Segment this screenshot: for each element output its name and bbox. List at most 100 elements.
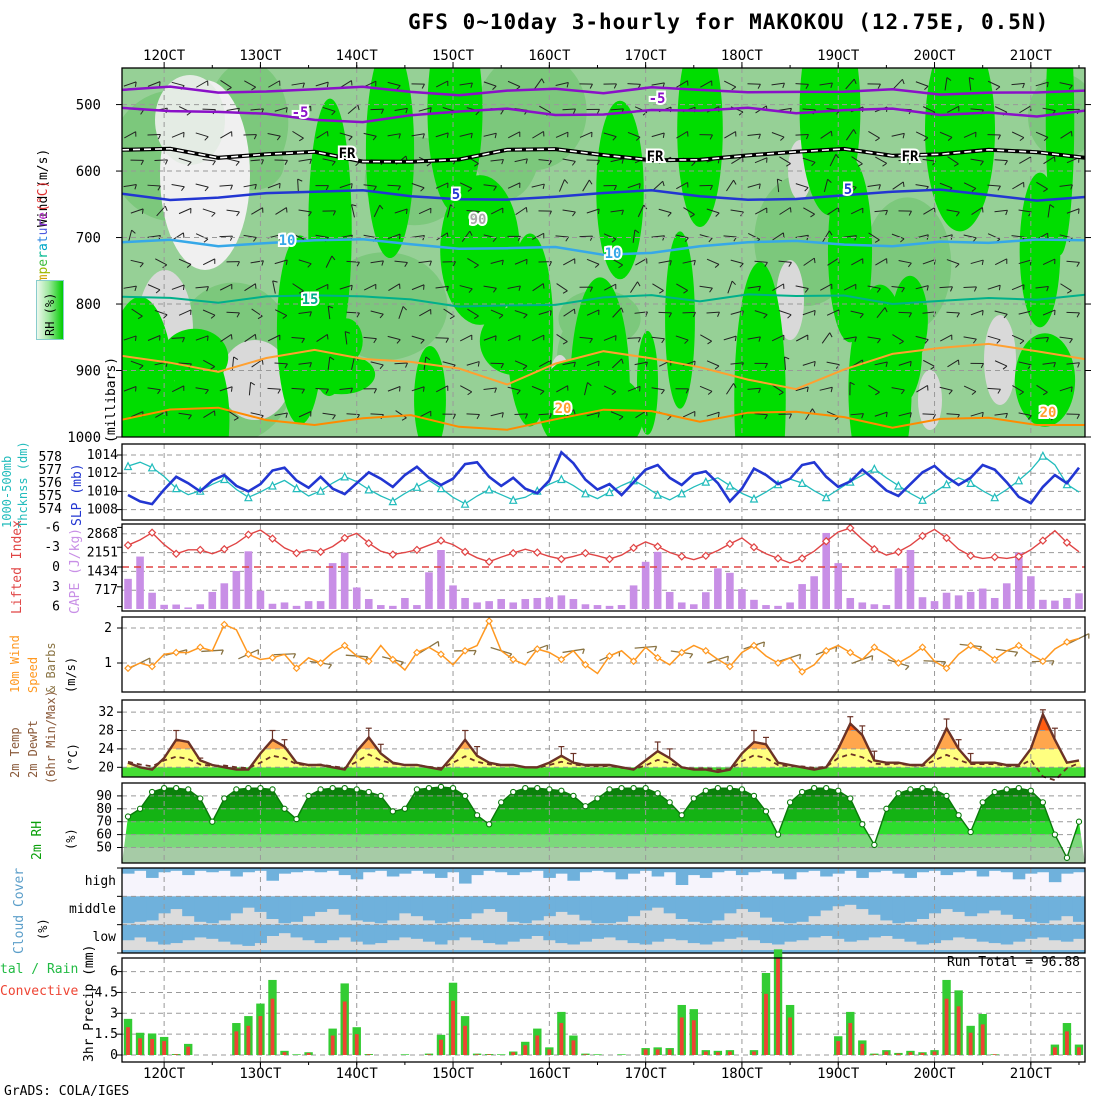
svg-text:575: 575	[39, 489, 62, 504]
svg-text:1434: 1434	[87, 564, 118, 579]
svg-text:3: 3	[52, 580, 60, 595]
cloud-row-label-low: low	[92, 930, 116, 945]
svg-text:2868: 2868	[87, 527, 118, 542]
svg-text:16OCT: 16OCT	[528, 48, 571, 64]
svg-text:50: 50	[96, 841, 112, 856]
precip-axis-label: 3hr Precip (mm)	[82, 944, 97, 1062]
wind10m-label-line2: Speed	[26, 656, 40, 693]
svg-text:574: 574	[39, 502, 63, 517]
svg-text:800: 800	[76, 297, 101, 313]
svg-text:6: 6	[110, 965, 118, 980]
svg-text:FR: FR	[902, 149, 919, 165]
svg-text:1000: 1000	[67, 430, 101, 446]
precip-convective-legend: Convective	[0, 984, 79, 999]
svg-text:16OCT: 16OCT	[528, 1066, 571, 1082]
svg-text:10: 10	[605, 246, 622, 262]
temp2m-label-line3: (6hr Min/Max)	[44, 690, 58, 784]
rh2m-unit-label: (%)	[64, 828, 78, 850]
millibars-axis-label: (millibars)	[104, 356, 119, 443]
temp2m-unit-label: (°C)	[66, 743, 80, 772]
svg-text:20: 20	[1040, 405, 1057, 421]
svg-text:600: 600	[76, 164, 101, 180]
run-total-text: Run Total = 96.88	[946, 955, 1080, 970]
svg-text:1010: 1010	[87, 484, 118, 499]
svg-text:0: 0	[110, 1048, 118, 1063]
chart-title: GFS 0~10day 3-hourly for MAKOKOU (12.75E…	[408, 10, 1050, 34]
rh-legend-swatch: RH (%)	[36, 280, 64, 340]
rh2m-axis-label: 2m RH	[30, 820, 45, 860]
wind10m-unit-label: (m/s)	[64, 656, 78, 693]
svg-text:FR: FR	[339, 146, 356, 162]
svg-text:15OCT: 15OCT	[432, 48, 475, 64]
svg-text:80: 80	[96, 802, 112, 817]
cloud-cover-unit-label: (%)	[36, 918, 50, 940]
svg-text:576: 576	[39, 476, 62, 491]
svg-text:0: 0	[52, 560, 60, 575]
svg-text:13OCT: 13OCT	[239, 48, 282, 64]
svg-text:577: 577	[39, 463, 62, 478]
cloud-cover-axis-label: Cloud Cover	[12, 867, 27, 954]
svg-text:10: 10	[279, 233, 296, 249]
svg-text:1.5: 1.5	[95, 1027, 118, 1042]
svg-text:12OCT: 12OCT	[143, 1066, 186, 1082]
svg-text:21OCT: 21OCT	[1010, 48, 1053, 64]
svg-text:5: 5	[844, 182, 852, 198]
svg-text:1014: 1014	[87, 448, 118, 463]
svg-text:13OCT: 13OCT	[239, 1066, 282, 1082]
svg-text:717: 717	[95, 583, 118, 598]
svg-text:21OCT: 21OCT	[1010, 1066, 1053, 1082]
svg-text:15OCT: 15OCT	[432, 1066, 475, 1082]
svg-text:19OCT: 19OCT	[817, 1066, 860, 1082]
cape-axis-label: CAPE (J/kg)	[68, 527, 83, 614]
svg-text:578: 578	[39, 450, 62, 465]
svg-text:60: 60	[96, 828, 112, 843]
svg-text:17OCT: 17OCT	[625, 1066, 668, 1082]
wind10m-label-line1: 10m Wind	[8, 635, 22, 693]
temp2m-label-line1: 2m Temp	[8, 727, 22, 778]
temperature-unit: (°C)	[36, 180, 51, 212]
svg-text:4.5: 4.5	[95, 985, 118, 1000]
thickness-label-line2: Thcknss (dm)	[16, 441, 30, 528]
svg-text:32: 32	[98, 705, 114, 720]
svg-text:2151: 2151	[87, 546, 118, 561]
cloud-row-label-middle: middle	[69, 902, 116, 917]
svg-text:1012: 1012	[87, 466, 118, 481]
svg-text:17OCT: 17OCT	[625, 48, 668, 64]
cloud-row-label-high: high	[84, 874, 116, 889]
slp-axis-label: SLP (mb)	[70, 463, 85, 526]
svg-text:2: 2	[104, 621, 112, 636]
svg-text:1008: 1008	[87, 503, 118, 518]
svg-text:-6: -6	[44, 520, 60, 535]
svg-text:3: 3	[110, 1006, 118, 1021]
svg-text:15: 15	[302, 292, 319, 308]
svg-text:1: 1	[104, 656, 112, 671]
svg-text:6: 6	[52, 600, 60, 615]
svg-text:14OCT: 14OCT	[336, 48, 379, 64]
svg-text:28: 28	[98, 724, 114, 739]
svg-text:20: 20	[98, 760, 114, 775]
svg-text:18OCT: 18OCT	[721, 1066, 764, 1082]
lifted-index-axis-label: Lifted Index	[10, 520, 25, 614]
svg-text:19OCT: 19OCT	[817, 48, 860, 64]
rh-legend-label: RH (%)	[43, 292, 57, 336]
svg-text:20OCT: 20OCT	[913, 1066, 956, 1082]
svg-text:70: 70	[96, 815, 112, 830]
svg-text:90: 90	[470, 212, 487, 228]
svg-text:20: 20	[555, 401, 572, 417]
svg-text:-5: -5	[649, 91, 666, 107]
svg-text:90: 90	[96, 789, 112, 804]
svg-text:18OCT: 18OCT	[721, 48, 764, 64]
svg-text:FR: FR	[647, 149, 664, 165]
svg-text:500: 500	[76, 98, 101, 114]
svg-text:700: 700	[76, 231, 101, 247]
svg-text:-5: -5	[292, 105, 309, 121]
svg-text:5: 5	[452, 187, 460, 203]
svg-text:24: 24	[98, 742, 114, 757]
svg-text:-3: -3	[44, 540, 60, 555]
precip-total-legend: tal / Rain	[0, 962, 79, 977]
svg-text:12OCT: 12OCT	[143, 48, 186, 64]
svg-text:14OCT: 14OCT	[336, 1066, 379, 1082]
temperature-axis-label: Temperature(°C)	[36, 133, 51, 298]
